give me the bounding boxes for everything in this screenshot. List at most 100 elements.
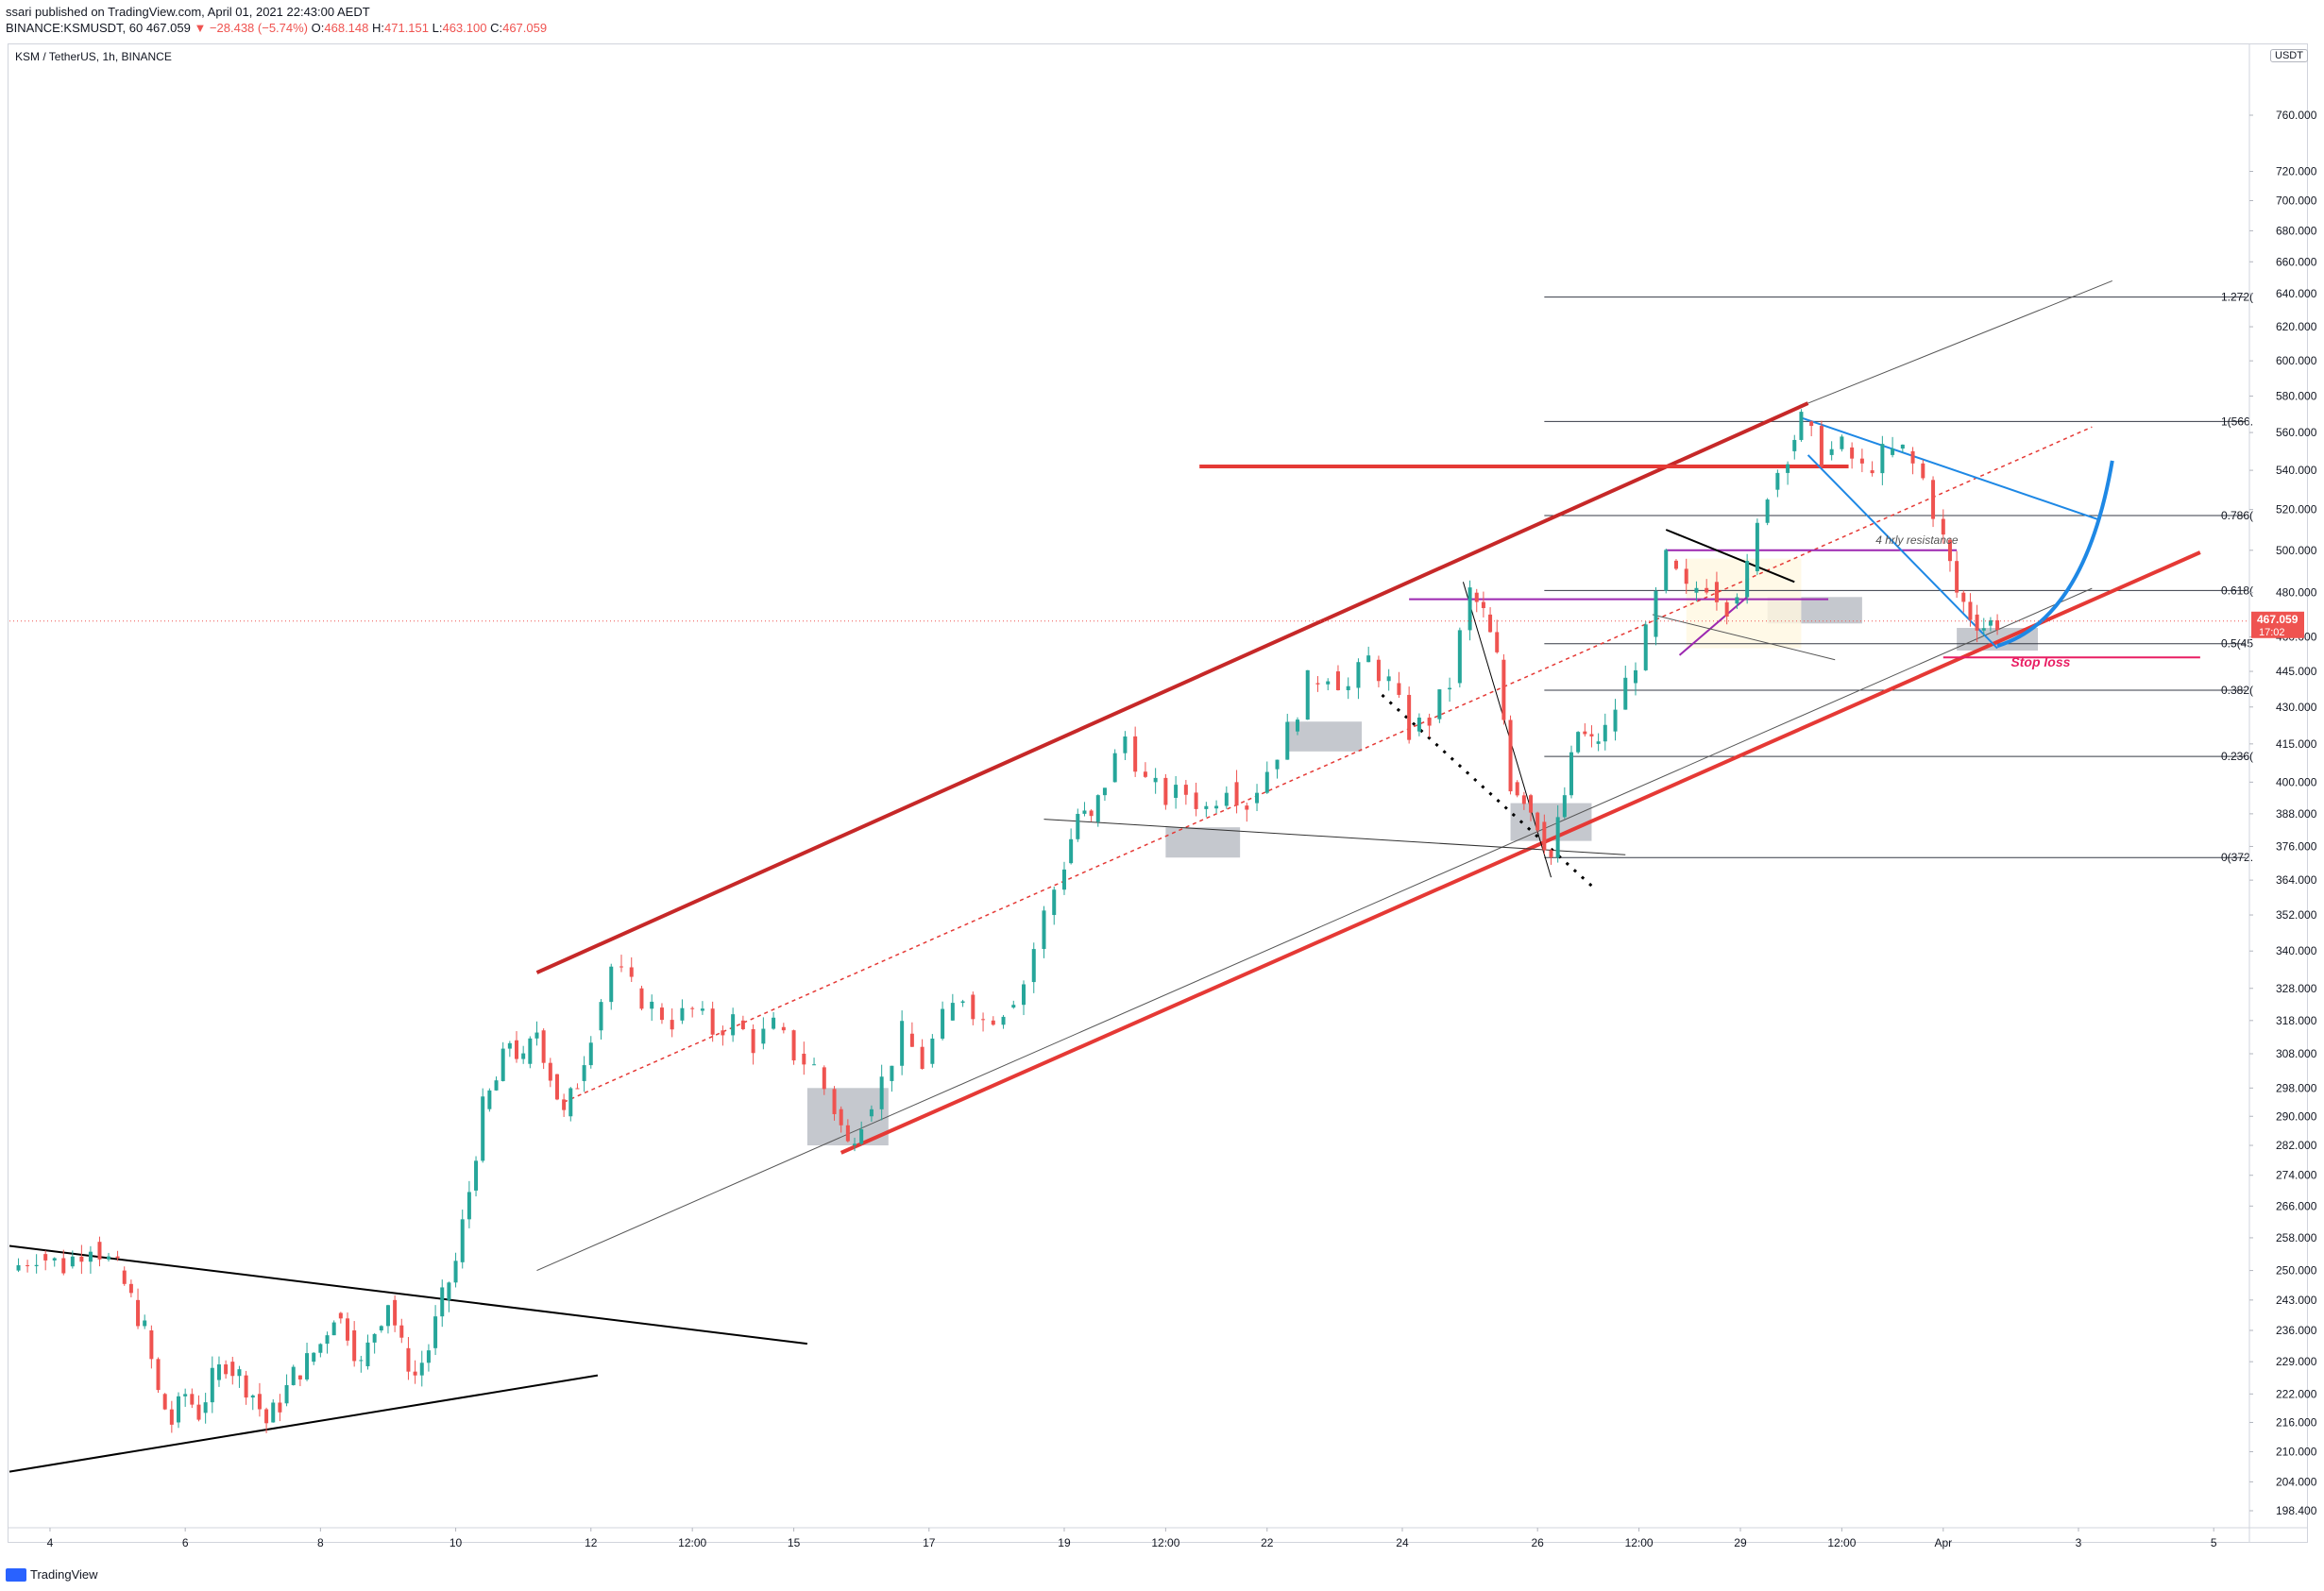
candle-body xyxy=(1112,753,1117,783)
candle-body xyxy=(143,1320,147,1327)
candle-body xyxy=(1981,628,1986,631)
candle xyxy=(162,1393,167,1411)
candle xyxy=(930,1034,935,1068)
price-change: ▼ −28.438 (−5.74%) xyxy=(194,21,309,35)
candle xyxy=(1457,627,1462,688)
candle-body xyxy=(1264,771,1269,793)
candle xyxy=(1112,749,1117,783)
candle xyxy=(869,1105,874,1122)
candle-body xyxy=(264,1409,269,1424)
candle xyxy=(257,1382,262,1417)
candle-body xyxy=(1596,741,1601,744)
candle-body xyxy=(1123,736,1128,753)
candle xyxy=(1613,699,1618,741)
y-tick-label: 445.000 xyxy=(2276,665,2317,678)
candle xyxy=(250,1394,255,1411)
candle-body xyxy=(1495,632,1500,652)
candle-body xyxy=(1515,782,1519,796)
candle xyxy=(1910,447,1915,475)
candle xyxy=(128,1279,133,1297)
candle xyxy=(1255,784,1260,811)
y-tick-label: 266.000 xyxy=(2276,1199,2317,1212)
y-tick-label: 318.000 xyxy=(2276,1014,2317,1027)
candle-body xyxy=(761,1028,766,1044)
candle xyxy=(1995,614,2000,635)
y-tick-label: 430.000 xyxy=(2276,701,2317,714)
candle-body xyxy=(1076,813,1080,839)
candle xyxy=(284,1374,289,1407)
candle xyxy=(1481,591,1485,618)
candle xyxy=(25,1260,30,1273)
candle-body xyxy=(1775,472,1780,490)
candle-body xyxy=(393,1299,398,1326)
y-tick-label: 204.000 xyxy=(2276,1475,2317,1488)
candle-body xyxy=(1386,676,1391,682)
candle-body xyxy=(1183,785,1188,795)
candle xyxy=(460,1210,465,1269)
candle xyxy=(751,1024,755,1065)
fib-label: 0.5(45 xyxy=(2221,637,2253,651)
candle xyxy=(1335,665,1340,691)
candle-body xyxy=(203,1402,208,1413)
candle xyxy=(385,1304,390,1334)
candle xyxy=(107,1252,111,1262)
candle-body xyxy=(352,1330,357,1362)
candle xyxy=(700,1001,704,1015)
candle xyxy=(1011,1000,1016,1009)
candle-body xyxy=(190,1394,195,1405)
candle-body xyxy=(1001,1016,1006,1025)
candle xyxy=(216,1356,221,1387)
candle-body xyxy=(1589,734,1594,736)
x-tick-label: 10 xyxy=(450,1536,463,1549)
candle-body xyxy=(1022,984,1026,1006)
candle-body xyxy=(619,966,623,968)
currency-badge[interactable]: USDT xyxy=(2270,49,2308,62)
candle xyxy=(52,1257,57,1267)
candle-body xyxy=(1975,614,1979,631)
close-value: 467.059 xyxy=(502,21,548,35)
candle-body xyxy=(950,1003,955,1021)
candle-body xyxy=(16,1265,21,1271)
candle xyxy=(440,1279,445,1328)
fib-label: 0.618( xyxy=(2221,584,2253,597)
candle-body xyxy=(1613,709,1618,732)
purple-triangle-line xyxy=(1678,596,1748,656)
fib-label: 0.786( xyxy=(2221,509,2253,522)
candle xyxy=(890,1065,894,1092)
candle xyxy=(1521,791,1526,810)
candle-body xyxy=(1224,792,1229,806)
candle-body xyxy=(1995,619,2000,630)
candle xyxy=(1285,713,1290,760)
candle-body xyxy=(1829,449,1834,455)
candle xyxy=(1501,653,1506,725)
candle xyxy=(1569,745,1573,799)
chart-frame[interactable] xyxy=(8,43,2308,1543)
candle-body xyxy=(930,1038,935,1064)
candle-body xyxy=(1031,949,1036,983)
candle xyxy=(1623,665,1628,710)
candle-body xyxy=(1880,444,1885,474)
candle xyxy=(950,993,955,1022)
fib-retracement: 1.272(1(566. 0.786(0.618(0.5(45 0.382(0.23… xyxy=(1544,291,2253,864)
tradingview-logo: TradingView xyxy=(6,1567,98,1582)
candle xyxy=(1589,725,1594,748)
candle xyxy=(781,1023,786,1034)
y-tick-label: 340.000 xyxy=(2276,944,2317,957)
candle-body xyxy=(1684,568,1688,584)
candle xyxy=(156,1357,161,1394)
x-tick-label: 5 xyxy=(2211,1536,2217,1549)
candle-body xyxy=(487,1090,492,1109)
candle xyxy=(466,1180,471,1228)
candle-body xyxy=(284,1384,289,1404)
candle-body xyxy=(136,1299,141,1327)
open-value: 468.148 xyxy=(324,21,369,35)
falling-channel-upper xyxy=(1801,416,2099,521)
candle xyxy=(629,956,634,983)
candle-body xyxy=(196,1404,201,1420)
candle-body xyxy=(406,1347,411,1372)
candle-body xyxy=(1214,805,1219,809)
candle xyxy=(1947,538,1952,572)
candle-body xyxy=(1488,614,1493,633)
wedge-top-line xyxy=(1665,529,1795,584)
